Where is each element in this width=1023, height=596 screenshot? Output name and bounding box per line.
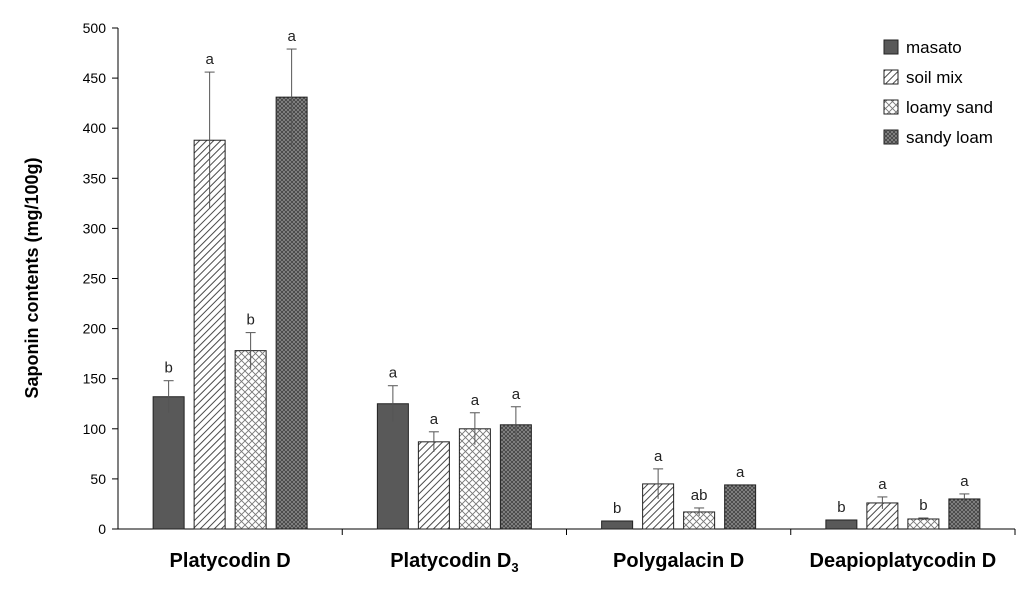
- legend-swatch: [883, 99, 899, 115]
- y-tick-label: 200: [83, 321, 107, 337]
- legend-swatch: [883, 129, 899, 145]
- significance-label: b: [837, 499, 845, 516]
- significance-label: b: [919, 497, 927, 514]
- significance-label: a: [736, 464, 745, 481]
- legend-swatch: [883, 39, 899, 55]
- y-tick-label: 150: [83, 371, 107, 387]
- x-category-label: Platycodin D: [170, 550, 291, 572]
- y-tick-label: 0: [98, 521, 106, 537]
- legend-label: soil mix: [906, 68, 963, 87]
- significance-label: a: [878, 476, 887, 493]
- significance-label: a: [205, 51, 214, 68]
- y-tick-label: 50: [90, 471, 106, 487]
- significance-label: b: [246, 312, 254, 329]
- bar-soil-mix-1: [417, 441, 450, 530]
- significance-label: a: [960, 473, 969, 490]
- significance-label: b: [164, 360, 172, 377]
- y-axis-title: Saponin contents (mg/100g): [22, 157, 42, 398]
- y-tick-label: 400: [83, 120, 107, 136]
- y-tick-label: 350: [83, 170, 107, 186]
- significance-label: a: [654, 448, 663, 465]
- bar-masato-3: [825, 519, 858, 530]
- y-tick-label: 250: [83, 271, 107, 287]
- legend: masato soil mix loamy sand sandy loam: [883, 38, 993, 147]
- legend-label: masato: [906, 38, 962, 57]
- legend-label: sandy loam: [906, 128, 993, 147]
- significance-label: a: [512, 386, 521, 403]
- y-tick-label: 100: [83, 421, 107, 437]
- y-axis: 0 50 100 150 200 250 300 350 400 450 500: [83, 20, 119, 537]
- bar-loamy-sand-3: [907, 518, 940, 530]
- bar-masato-0: [152, 396, 185, 530]
- y-tick-label: 300: [83, 220, 107, 236]
- x-axis: Platycodin D Platycodin D3 Polygalacin D De…: [118, 528, 1016, 575]
- significance-label: a: [471, 392, 480, 409]
- significance-label: ab: [691, 487, 708, 504]
- bar-sandy-loam-0: [275, 96, 308, 530]
- bar-loamy-sand-0: [234, 350, 267, 530]
- x-category-label: Deapioplatycodin D: [810, 550, 997, 572]
- significance-label: a: [389, 365, 398, 382]
- bar-masato-2: [601, 520, 634, 530]
- significance-label: a: [287, 28, 296, 45]
- x-category-label: Polygalacin D: [613, 550, 744, 572]
- significance-label: b: [613, 500, 621, 517]
- bar-sandy-loam-2: [724, 484, 757, 530]
- bar-loamy-sand-1: [458, 428, 491, 530]
- x-category-label: Platycodin D3: [390, 550, 518, 575]
- bar-masato-1: [376, 403, 409, 530]
- legend-label: loamy sand: [906, 98, 993, 117]
- significance-label: a: [430, 411, 439, 428]
- y-tick-label: 500: [83, 20, 107, 36]
- legend-swatch: [883, 69, 899, 85]
- y-tick-label: 450: [83, 70, 107, 86]
